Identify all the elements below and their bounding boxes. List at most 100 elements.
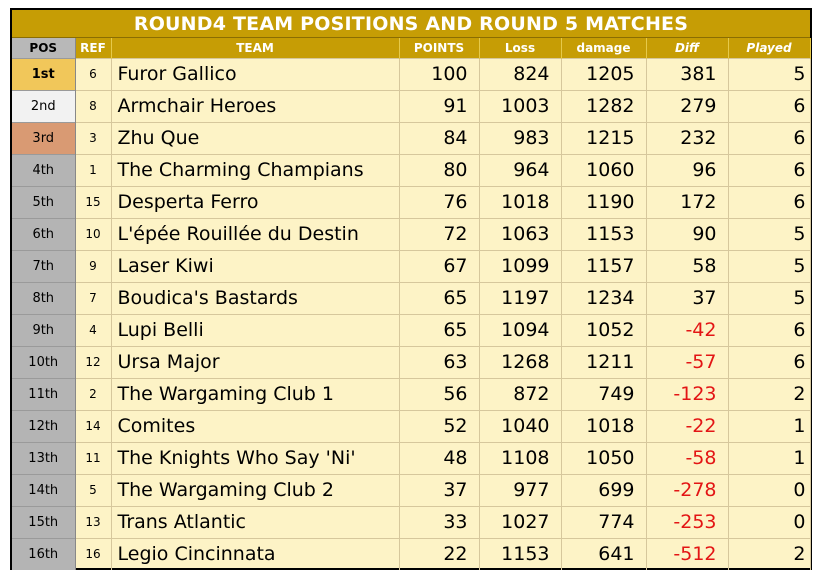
cell-ref: 15 xyxy=(75,186,112,219)
cell-pos: 9th xyxy=(12,314,76,347)
table-row: 5th 15 Desperta Ferro 76 1018 1190 172 6 xyxy=(12,186,811,219)
cell-damage: 1215 xyxy=(561,122,647,155)
table-row: 15th 13 Trans Atlantic 33 1027 774 -253 0 xyxy=(12,506,811,539)
cell-damage: 699 xyxy=(561,474,647,507)
cell-loss: 1018 xyxy=(479,186,562,219)
header-loss: Loss xyxy=(479,38,562,59)
table-row: 4th 1 The Charming Champians 80 964 1060 96 6 xyxy=(12,154,811,187)
cell-diff: 37 xyxy=(646,282,729,315)
cell-played: 5 xyxy=(728,250,811,283)
cell-diff: 232 xyxy=(646,122,729,155)
standings-table: POS REF TEAM POINTS Loss damage Diff Pla… xyxy=(12,38,811,570)
cell-pos: 4th xyxy=(12,154,76,187)
cell-pos: 8th xyxy=(12,282,76,315)
cell-played: 6 xyxy=(728,314,811,347)
cell-diff: 90 xyxy=(646,218,729,251)
cell-played: 6 xyxy=(728,154,811,187)
cell-ref: 3 xyxy=(75,122,112,155)
cell-loss: 1003 xyxy=(479,90,562,123)
cell-diff: -57 xyxy=(646,346,729,379)
cell-played: 6 xyxy=(728,346,811,379)
cell-pos: 13th xyxy=(12,442,76,475)
cell-points: 76 xyxy=(399,186,480,219)
cell-played: 5 xyxy=(728,58,811,91)
cell-played: 2 xyxy=(728,378,811,411)
cell-ref: 1 xyxy=(75,154,112,187)
cell-damage: 774 xyxy=(561,506,647,539)
cell-pos: 6th xyxy=(12,218,76,251)
cell-played: 6 xyxy=(728,122,811,155)
cell-team: Zhu Que xyxy=(111,122,400,155)
cell-team: L'épée Rouillée du Destin xyxy=(111,218,400,251)
header-played: Played xyxy=(728,38,811,59)
cell-team: The Wargaming Club 2 xyxy=(111,474,400,507)
cell-ref: 6 xyxy=(75,58,112,91)
cell-diff: 172 xyxy=(646,186,729,219)
cell-pos: 5th xyxy=(12,186,76,219)
cell-team: Desperta Ferro xyxy=(111,186,400,219)
cell-damage: 1018 xyxy=(561,410,647,443)
cell-loss: 1108 xyxy=(479,442,562,475)
cell-damage: 749 xyxy=(561,378,647,411)
cell-damage: 1050 xyxy=(561,442,647,475)
cell-damage: 1211 xyxy=(561,346,647,379)
cell-diff: 96 xyxy=(646,154,729,187)
cell-ref: 2 xyxy=(75,378,112,411)
cell-damage: 1153 xyxy=(561,218,647,251)
cell-damage: 1060 xyxy=(561,154,647,187)
cell-team: Legio Cincinnata xyxy=(111,538,400,570)
cell-loss: 1040 xyxy=(479,410,562,443)
cell-points: 48 xyxy=(399,442,480,475)
table-row: 3rd 3 Zhu Que 84 983 1215 232 6 xyxy=(12,122,811,155)
cell-ref: 9 xyxy=(75,250,112,283)
table-title: ROUND4 TEAM POSITIONS AND ROUND 5 MATCHE… xyxy=(12,10,810,38)
table-row: 10th 12 Ursa Major 63 1268 1211 -57 6 xyxy=(12,346,811,379)
table-row: 12th 14 Comites 52 1040 1018 -22 1 xyxy=(12,410,811,443)
cell-points: 63 xyxy=(399,346,480,379)
cell-pos: 7th xyxy=(12,250,76,283)
cell-points: 72 xyxy=(399,218,480,251)
table-row: 16th 16 Legio Cincinnata 22 1153 641 -512 2 xyxy=(12,538,811,570)
cell-ref: 8 xyxy=(75,90,112,123)
cell-ref: 10 xyxy=(75,218,112,251)
table-row: 6th 10 L'épée Rouillée du Destin 72 1063 1153… xyxy=(12,218,811,251)
cell-loss: 1197 xyxy=(479,282,562,315)
cell-points: 52 xyxy=(399,410,480,443)
cell-played: 0 xyxy=(728,474,811,507)
cell-damage: 1157 xyxy=(561,250,647,283)
cell-pos: 11th xyxy=(12,378,76,411)
cell-ref: 7 xyxy=(75,282,112,315)
cell-played: 6 xyxy=(728,186,811,219)
cell-team: Furor Gallico xyxy=(111,58,400,91)
cell-diff: -58 xyxy=(646,442,729,475)
cell-ref: 5 xyxy=(75,474,112,507)
table-header: POS REF TEAM POINTS Loss damage Diff Pla… xyxy=(12,38,811,59)
cell-loss: 1063 xyxy=(479,218,562,251)
header-pos: POS xyxy=(12,38,76,59)
cell-diff: 279 xyxy=(646,90,729,123)
cell-loss: 1099 xyxy=(479,250,562,283)
cell-pos: 1st xyxy=(12,58,76,91)
cell-points: 33 xyxy=(399,506,480,539)
cell-played: 0 xyxy=(728,506,811,539)
cell-loss: 977 xyxy=(479,474,562,507)
cell-diff: -512 xyxy=(646,538,729,570)
standings-sheet: ROUND4 TEAM POSITIONS AND ROUND 5 MATCHE… xyxy=(10,8,812,570)
cell-team: Ursa Major xyxy=(111,346,400,379)
cell-points: 37 xyxy=(399,474,480,507)
cell-loss: 824 xyxy=(479,58,562,91)
cell-damage: 641 xyxy=(561,538,647,570)
cell-loss: 1153 xyxy=(479,538,562,570)
cell-played: 2 xyxy=(728,538,811,570)
cell-played: 1 xyxy=(728,442,811,475)
cell-played: 6 xyxy=(728,90,811,123)
cell-damage: 1190 xyxy=(561,186,647,219)
header-damage: damage xyxy=(561,38,647,59)
cell-played: 1 xyxy=(728,410,811,443)
cell-loss: 983 xyxy=(479,122,562,155)
cell-pos: 2nd xyxy=(12,90,76,123)
cell-team: Armchair Heroes xyxy=(111,90,400,123)
cell-damage: 1234 xyxy=(561,282,647,315)
cell-diff: -22 xyxy=(646,410,729,443)
table-row: 8th 7 Boudica's Bastards 65 1197 1234 37 5 xyxy=(12,282,811,315)
